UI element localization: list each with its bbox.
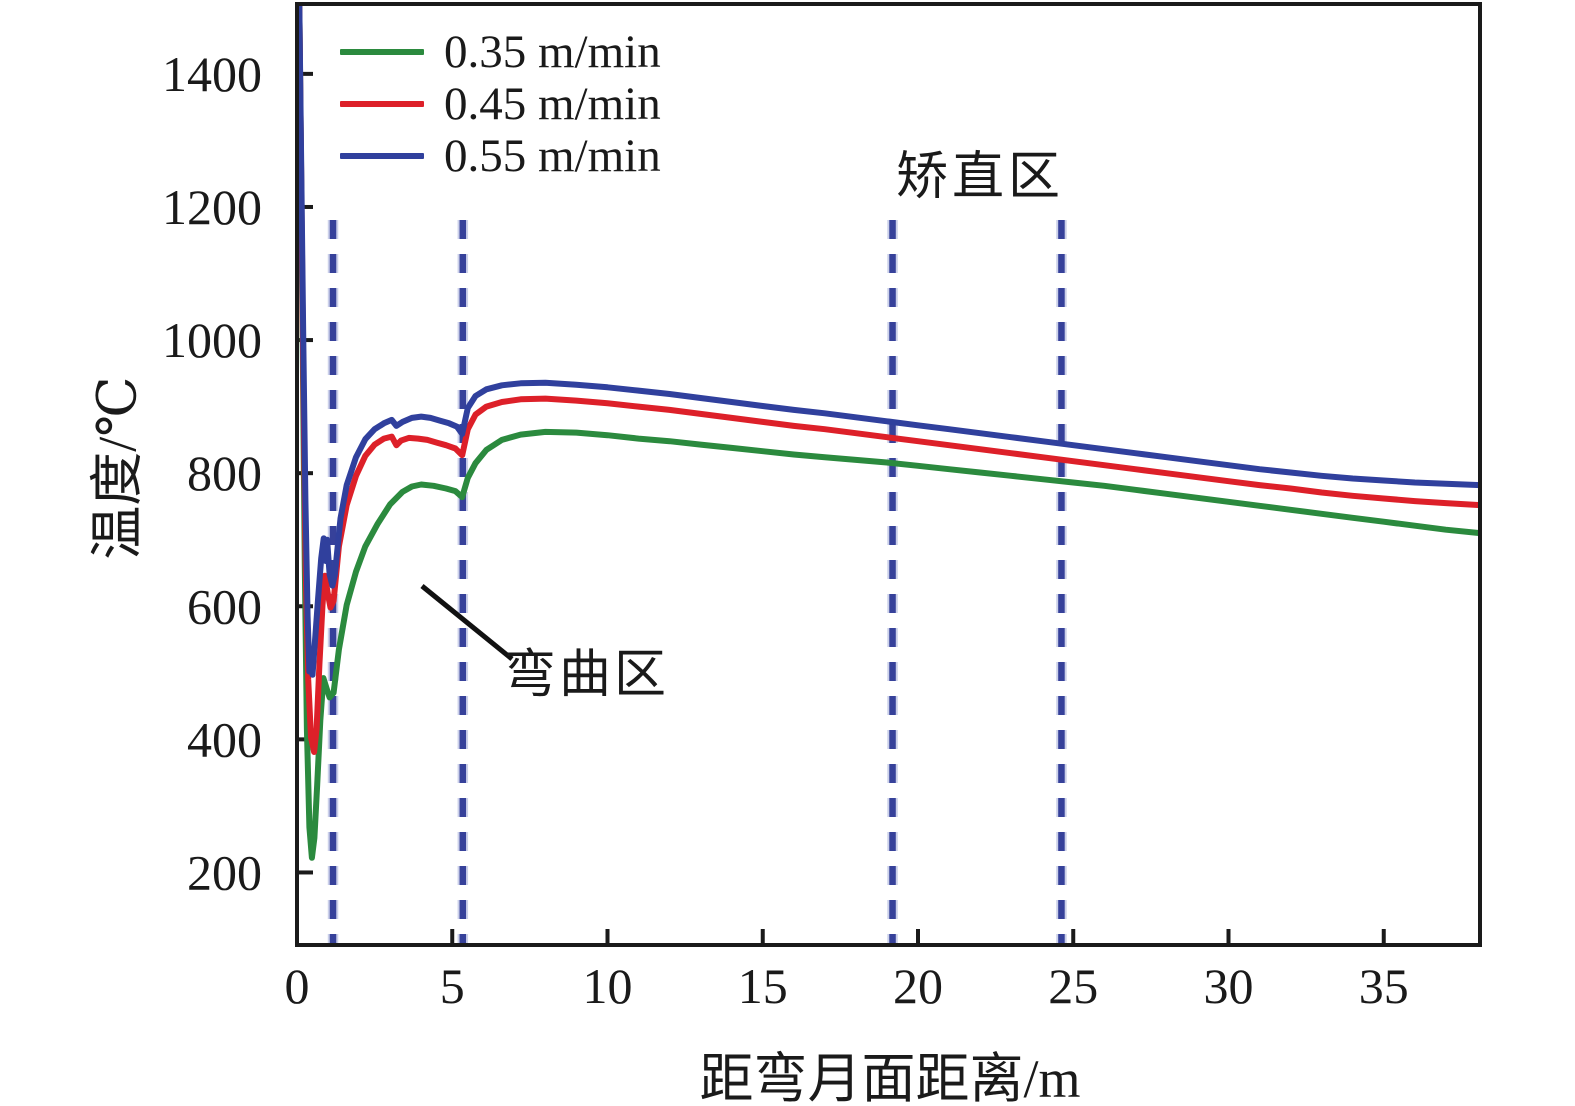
y-axis-title: 温度/℃ [87, 376, 148, 560]
y-tick-label: 1200 [162, 179, 262, 235]
series-curve-0.55 [297, 2, 1481, 678]
axis-ticks: 0 5 10 15 20 25 30 35 200 400 600 800 1000 1200 1400 [162, 46, 1409, 1014]
x-tick-label: 10 [582, 958, 632, 1014]
series-curve-0.45 [297, 2, 1481, 755]
x-tick-label: 15 [738, 958, 788, 1014]
legend-label: 0.35 m/min [444, 26, 661, 78]
legend: 0.35 m/min 0.45 m/min 0.55 m/min [340, 26, 661, 182]
bending-zone-annotation: 弯曲区 [504, 647, 670, 704]
y-tick-label: 1000 [162, 312, 262, 368]
legend-swatch [340, 101, 424, 107]
x-axis-title: 距弯月面距离/m [699, 1049, 1081, 1106]
legend-item-0.55: 0.55 m/min [340, 130, 661, 182]
legend-item-0.35: 0.35 m/min [340, 26, 661, 78]
y-tick-label: 400 [187, 711, 262, 767]
series-curves [297, 2, 1481, 861]
straightening-zone-annotation: 矫直区 [896, 149, 1065, 206]
legend-swatch [340, 153, 424, 159]
x-tick-label: 35 [1359, 958, 1409, 1014]
x-tick-label: 25 [1048, 958, 1098, 1014]
y-tick-label: 800 [187, 445, 262, 501]
series-curve-0.35 [297, 2, 1481, 861]
legend-label: 0.45 m/min [444, 78, 661, 130]
legend-label: 0.55 m/min [444, 130, 661, 182]
x-tick-label: 30 [1203, 958, 1253, 1014]
x-tick-label: 0 [285, 958, 310, 1014]
plot-frame [295, 2, 1482, 947]
zone-divider-lines [327, 220, 1067, 943]
x-tick-label: 5 [440, 958, 465, 1014]
y-tick-label: 600 [187, 578, 262, 634]
legend-item-0.45: 0.45 m/min [340, 78, 661, 130]
bending-zone-pointer-line [420, 584, 514, 661]
legend-swatch [340, 49, 424, 55]
y-tick-label: 200 [187, 844, 262, 900]
x-tick-label: 20 [893, 958, 943, 1014]
y-tick-label: 1400 [162, 46, 262, 102]
